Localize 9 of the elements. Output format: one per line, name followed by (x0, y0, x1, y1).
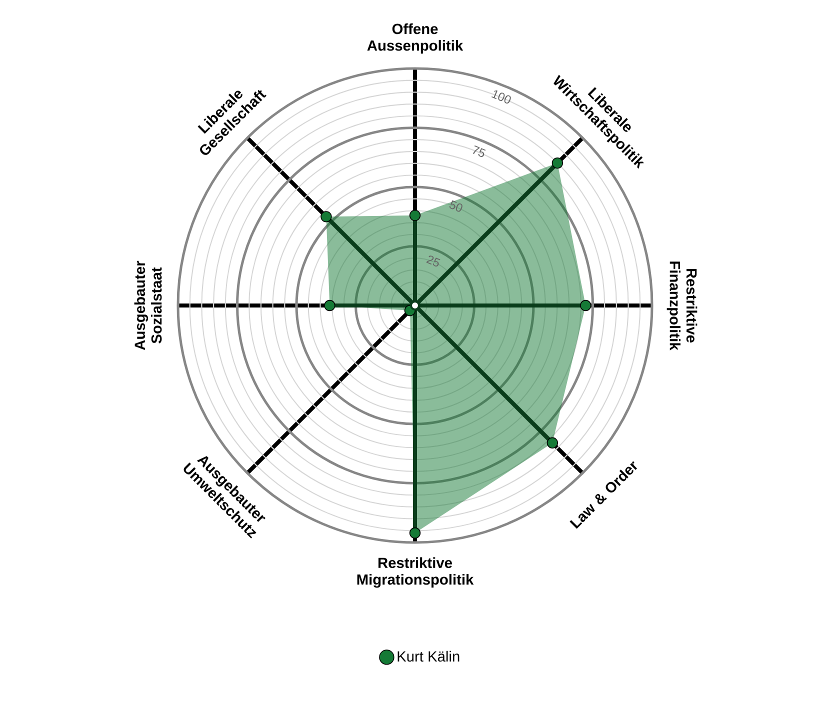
y-tick-label: 25 (426, 256, 440, 267)
y-tick-label: 50 (449, 200, 462, 212)
spoke-label: Restriktive Finanzpolitik (666, 262, 698, 350)
legend-label: Kurt Kälin (398, 650, 460, 662)
spoke-label: Ausgebauter Sozialstaat (134, 260, 162, 350)
spoke-label: Offene Aussenpolitik (367, 23, 464, 54)
y-tick-label: 75 (473, 145, 486, 157)
y-tick-label: 100 (491, 90, 511, 104)
spoke-label: Restriktive Migrationspolitik (357, 557, 474, 588)
